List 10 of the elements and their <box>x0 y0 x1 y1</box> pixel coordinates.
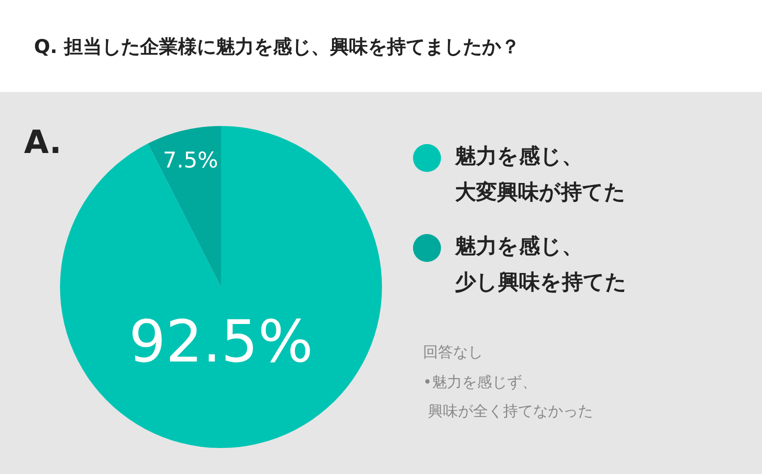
legend-label: 魅力を感じ、少し興味を持てた <box>455 233 627 296</box>
data-label: 92.5% <box>128 307 314 376</box>
text: A. <box>24 123 62 161</box>
data-label: 7.5% <box>162 148 218 174</box>
text: •魅力を感じず、興味が全く持てなかった <box>423 372 593 422</box>
legend-label: 魅力を感じ、大変興味が持てた <box>455 143 626 206</box>
text: 回答なし <box>423 342 483 363</box>
pie-slice <box>60 126 382 448</box>
pie-slice <box>148 126 221 287</box>
chart-title: Q. 担当した企業様に魅力を感じ、興味を持てましたか？ <box>34 35 520 60</box>
